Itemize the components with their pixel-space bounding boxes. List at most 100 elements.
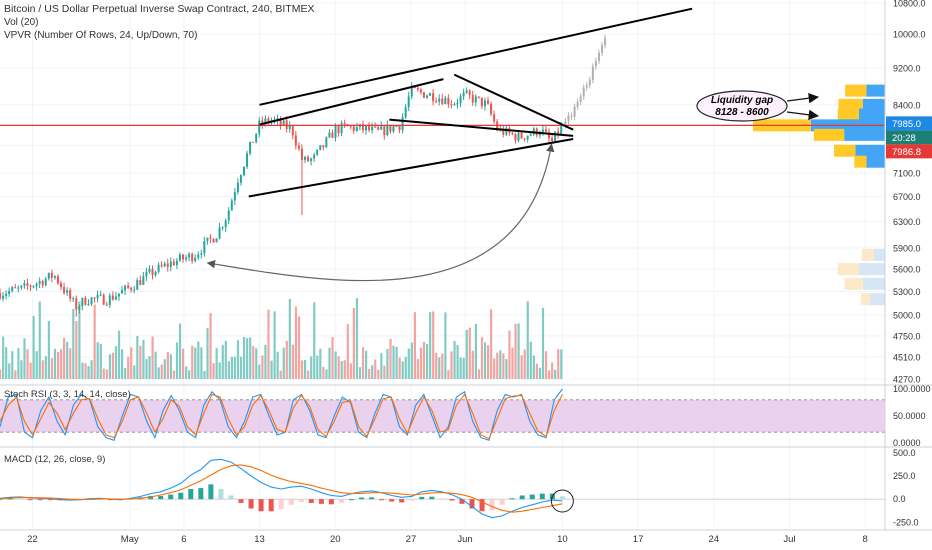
macd-histogram-bar — [348, 499, 354, 501]
volume-bar — [99, 344, 102, 379]
candle-body — [276, 118, 279, 120]
macd-histogram-bar — [218, 489, 224, 500]
volume-bar — [26, 349, 29, 379]
candle-body — [243, 166, 245, 176]
vpvr-down-bar — [837, 108, 860, 121]
x-tick-label: 27 — [406, 534, 417, 545]
projection-body — [585, 85, 588, 88]
volume-bar — [139, 345, 142, 379]
macd-histogram-bar — [439, 498, 445, 500]
candle-body — [538, 133, 541, 136]
volume-bar — [480, 337, 484, 379]
candle-body — [93, 297, 96, 299]
volume-bar — [108, 354, 111, 379]
candle-body — [377, 126, 380, 130]
volume-bar — [490, 309, 493, 379]
candle-body — [548, 131, 550, 139]
volume-bar — [395, 346, 398, 379]
macd-histogram-bar — [559, 496, 565, 500]
volume-bar — [487, 345, 490, 379]
volume-bar — [297, 316, 301, 379]
volume-bar — [438, 357, 441, 379]
volume-bar — [331, 337, 334, 379]
projection-body — [582, 87, 585, 97]
liquidity-gap-bubble — [696, 90, 788, 122]
candle-body — [84, 297, 87, 305]
macd-histogram-bar — [328, 499, 334, 505]
volume-bar — [453, 340, 456, 379]
candle-body — [349, 126, 352, 128]
macd-line — [0, 458, 563, 519]
candle-body — [438, 98, 441, 102]
candle-body — [352, 126, 355, 131]
volume-bar — [459, 357, 462, 379]
candle-body — [544, 129, 547, 132]
liquidity-gap-range: 8128 - 8600 — [715, 107, 769, 118]
candle-body — [294, 135, 297, 146]
macd-histogram-bar — [359, 497, 365, 500]
candle-body — [331, 132, 334, 138]
candle-body — [102, 294, 105, 305]
volume-bar — [483, 342, 487, 379]
projection-body — [601, 45, 604, 53]
candle-body — [374, 126, 377, 128]
volume-bar — [270, 360, 273, 379]
candle-body — [361, 124, 364, 131]
candle-body — [23, 283, 26, 286]
macd-histogram-bar — [419, 496, 425, 500]
trendline — [259, 7, 693, 106]
volume-bar — [53, 348, 57, 379]
volume-bar — [514, 323, 517, 379]
volume-bar — [304, 359, 307, 379]
vpvr-down-bar — [845, 84, 867, 97]
candle-body — [47, 272, 50, 279]
macd-histogram-bar — [379, 499, 385, 501]
volume-bar — [291, 344, 294, 379]
macd-histogram-bar — [7, 498, 13, 500]
macd-histogram-bar — [539, 493, 545, 500]
candle-body — [78, 306, 81, 310]
candle-body — [514, 134, 517, 141]
candle-body — [282, 120, 285, 126]
volume-bar — [282, 347, 285, 379]
volume-bar — [230, 356, 233, 379]
candle-body — [69, 290, 72, 299]
volume-bar — [145, 358, 148, 379]
volume-bar — [389, 338, 392, 379]
volume-bar — [66, 341, 69, 379]
volume-bar — [313, 302, 316, 379]
macd-histogram-bar — [298, 499, 304, 502]
volume-bar — [468, 327, 471, 379]
volume-bar — [499, 350, 502, 379]
volume-bar — [194, 347, 197, 379]
volume-bar — [172, 370, 176, 379]
candle-body — [465, 90, 468, 93]
candle-body — [419, 89, 422, 93]
x-tick-label: 20 — [330, 534, 341, 545]
volume-bar — [334, 351, 337, 379]
volume-bar — [496, 352, 499, 379]
x-tick-label: 6 — [181, 534, 186, 545]
volume-bar — [441, 353, 444, 379]
candle-body — [63, 287, 66, 293]
volume-bar — [398, 357, 401, 379]
volume-bar — [273, 311, 276, 379]
volume-bar — [471, 350, 474, 379]
macd-tick-label: 0.0 — [893, 494, 906, 504]
volume-bar — [178, 323, 182, 379]
volume-bar — [474, 323, 477, 379]
vpvr-down-bar — [813, 128, 845, 141]
volume-bar — [8, 363, 11, 379]
volume-bar — [368, 368, 371, 379]
candle-body — [72, 298, 75, 300]
projection-body — [591, 66, 594, 80]
macd-histogram-bar — [178, 492, 184, 500]
volume-bar — [508, 330, 511, 379]
volume-bar — [267, 309, 270, 379]
candle-body — [169, 261, 172, 267]
candle-body — [297, 145, 300, 149]
candle-body — [215, 238, 218, 243]
volume-bar — [505, 359, 508, 379]
candle-body — [197, 254, 200, 258]
candle-body — [453, 104, 456, 106]
